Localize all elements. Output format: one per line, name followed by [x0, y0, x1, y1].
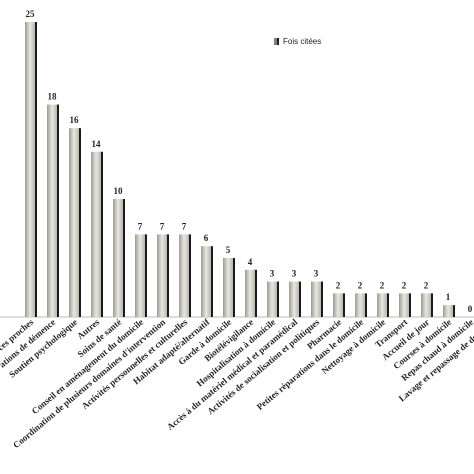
- bar-shadow: [408, 293, 411, 317]
- bar-shadow: [430, 293, 433, 317]
- bar: [91, 151, 101, 317]
- bar: [157, 234, 167, 317]
- bar: [289, 281, 299, 317]
- bar: [443, 305, 453, 317]
- data-label: 14: [92, 139, 102, 149]
- bar: [311, 281, 321, 317]
- bar-shadow: [188, 234, 191, 317]
- data-label: 2: [424, 280, 429, 290]
- data-label: 10: [114, 186, 124, 196]
- data-label: 5: [226, 245, 231, 255]
- bar-shadow: [254, 269, 257, 317]
- bar-shadow: [34, 22, 37, 317]
- bar-shadow: [342, 293, 345, 317]
- bar-shadow: [56, 104, 59, 317]
- bar-shadow: [78, 128, 81, 317]
- bar-shadow: [166, 234, 169, 317]
- legend-label: Fois citées: [283, 37, 321, 46]
- data-label: 2: [358, 280, 363, 290]
- bar-shadow: [298, 281, 301, 317]
- data-label: 0: [468, 304, 473, 314]
- data-label: 2: [380, 280, 385, 290]
- bar-shadow: [452, 305, 455, 317]
- bar: [377, 293, 387, 317]
- bar-shadow: [320, 281, 323, 317]
- data-label: 7: [138, 221, 143, 231]
- data-label: 7: [182, 221, 187, 231]
- data-label: 3: [270, 269, 275, 279]
- data-label: 2: [336, 280, 341, 290]
- data-label: 16: [70, 115, 80, 125]
- bar: [245, 269, 255, 317]
- bar: [267, 281, 277, 317]
- bar: [223, 258, 233, 317]
- bar: [355, 293, 365, 317]
- bar: [25, 22, 35, 317]
- bar: [135, 234, 145, 317]
- legend-swatch: [274, 38, 277, 45]
- bar: [399, 293, 409, 317]
- bar-shadow: [232, 258, 235, 317]
- data-label: 7: [160, 221, 165, 231]
- bar-shadow: [144, 234, 147, 317]
- data-label: 4: [248, 257, 253, 267]
- bar: [333, 293, 343, 317]
- data-label: 1: [446, 292, 451, 302]
- bar-shadow: [210, 246, 213, 317]
- bar: [113, 199, 123, 317]
- bar: [421, 293, 431, 317]
- legend-swatch-shadow: [277, 38, 279, 45]
- data-label: 6: [204, 233, 209, 243]
- bar-shadow: [276, 281, 279, 317]
- data-label: 3: [292, 269, 297, 279]
- bar-shadow: [386, 293, 389, 317]
- data-label: 3: [314, 269, 319, 279]
- bar: [201, 246, 211, 317]
- legend: Fois citées: [274, 37, 321, 46]
- data-label: 25: [26, 9, 36, 19]
- data-label: 18: [48, 92, 58, 102]
- bar: [47, 104, 57, 317]
- bar: [179, 234, 189, 317]
- bar-shadow: [100, 151, 103, 317]
- bar-shadow: [122, 199, 125, 317]
- data-label: 2: [402, 280, 407, 290]
- bar: [69, 128, 79, 317]
- bar-shadow: [364, 293, 367, 317]
